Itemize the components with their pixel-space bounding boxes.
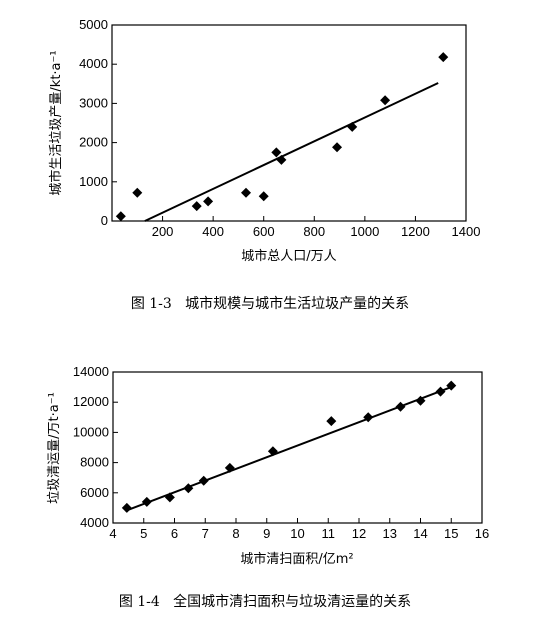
chart-2-x-tick-label: 8: [232, 526, 239, 541]
chart-2-y-tick-label: 12000: [73, 394, 109, 409]
chart-2-y-tick-label: 6000: [80, 485, 109, 500]
chart-2-x-tick-label: 14: [413, 526, 427, 541]
chart-2-y-tick-label: 10000: [73, 424, 109, 439]
chart-1-y-tick-label: 0: [101, 213, 108, 228]
chart-2-x-tick-label: 11: [322, 526, 336, 541]
chart-2-y-axis-title: 垃圾清运量/万t·a⁻¹: [47, 392, 62, 504]
chart-1: 0 1000 2000 3000 4000 5000 200 400 600 800 1000 12…: [48, 17, 480, 312]
chart-1-y-tick-label: 3000: [79, 95, 108, 110]
chart-1-y-tick-label: 5000: [79, 17, 108, 32]
chart-2-x-tick-label: 7: [202, 526, 209, 541]
chart-1-data-point: [132, 187, 143, 198]
chart-1-data-point: [438, 52, 449, 63]
chart-1-x-tick-label: 1400: [452, 224, 481, 239]
chart-2-x-tick-label: 15: [444, 526, 458, 541]
chart-2-data-point: [326, 416, 337, 427]
chart-2-x-tick-label: 12: [352, 526, 366, 541]
chart-1-data-point: [271, 147, 282, 158]
chart-2-x-tick-label: 13: [383, 526, 397, 541]
chart-2-x-tick-label: 16: [475, 526, 489, 541]
chart-2-data-point: [121, 502, 132, 513]
chart-1-trendline: [144, 82, 439, 222]
chart-1-x-axis-title: 城市总人口/万人: [241, 248, 336, 264]
chart-2-x-tick-label: 10: [290, 526, 304, 541]
chart-1-data-point: [203, 196, 214, 207]
chart-2-x-axis-title: 城市清扫面积/亿m²: [240, 551, 353, 567]
chart-1-data-point: [332, 142, 343, 153]
chart-2-x-tick-label: 5: [140, 526, 147, 541]
chart-1-x-tick-label: 600: [253, 224, 275, 239]
chart-2-y-tick-label: 4000: [80, 515, 109, 530]
chart-1-y-tick-label: 4000: [79, 56, 108, 71]
chart-1-x-tick-label: 200: [152, 224, 174, 239]
chart-2-caption: 图 1-4 全国城市清扫面积与垃圾清运量的关系: [119, 593, 411, 610]
chart-1-y-axis-title: 城市生活垃圾产量/kt·a⁻¹: [48, 50, 64, 195]
chart-2-x-tick-label: 9: [263, 526, 270, 541]
chart-1-x-tick-label: 1000: [350, 224, 379, 239]
chart-1-x-tick-label: 400: [202, 224, 224, 239]
chart-2-y-tick-label: 14000: [73, 364, 109, 379]
chart-1-plot-frame: [111, 24, 467, 222]
chart-2-x-tick-label: 6: [171, 526, 178, 541]
chart-1-y-tick-label: 2000: [79, 135, 108, 150]
chart-1-y-tick-label: 1000: [79, 174, 108, 189]
chart-1-data-point: [258, 191, 269, 202]
chart-1-data-point: [241, 187, 252, 198]
chart-1-data-point: [380, 95, 391, 106]
chart-1-x-tick-label: 800: [303, 224, 325, 239]
chart-1-caption: 图 1-3 城市规模与城市生活垃圾产量的关系: [131, 295, 409, 312]
chart-2-x-tick-label: 4: [109, 526, 116, 541]
chart-2: 4000 6000 8000 10000 12000 14000 4 5 6 7 8 9 10 11 12…: [47, 364, 489, 610]
chart-1-x-tick-label: 1200: [401, 224, 430, 239]
chart-1-data-point: [191, 201, 202, 212]
chart-2-y-tick-label: 8000: [80, 455, 109, 470]
chart-1-data-point: [115, 211, 126, 222]
chart-2-trendline: [124, 386, 452, 512]
